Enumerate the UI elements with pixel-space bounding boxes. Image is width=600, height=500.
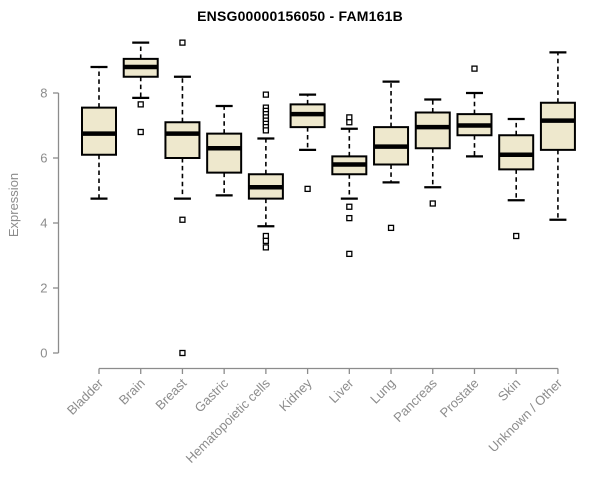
outlier-point — [137, 101, 144, 108]
outlier-point — [262, 237, 270, 245]
box-rect — [498, 134, 535, 171]
x-category-label: Breast — [152, 375, 189, 412]
box-rect — [539, 101, 576, 151]
y-axis-tick-label: 0 — [40, 346, 47, 361]
y-axis-tick-label: 8 — [40, 86, 47, 101]
outlier-point — [179, 39, 186, 46]
outlier-point — [262, 91, 270, 98]
boxplot-group — [81, 65, 117, 200]
x-category-label: Skin — [495, 376, 523, 404]
outlier-point — [429, 200, 436, 207]
boxplot-group — [539, 51, 576, 221]
x-category-label: Lung — [367, 376, 398, 407]
boxplot-group — [498, 117, 535, 240]
x-category-label: Bladder — [64, 375, 107, 418]
boxplot-group — [289, 93, 326, 193]
boxplot-group — [206, 104, 243, 197]
outlier-point — [346, 119, 353, 126]
outlier-point — [179, 349, 186, 357]
boxplot-group — [373, 80, 410, 232]
boxplot-group — [122, 41, 159, 136]
outlier-point — [304, 185, 311, 193]
outlier-point — [346, 250, 353, 258]
y-axis-tick-label: 6 — [40, 151, 47, 166]
box-rect — [81, 106, 117, 156]
boxplot-group — [331, 114, 368, 258]
boxplot-group — [456, 65, 493, 158]
box-rect — [206, 132, 243, 174]
outlier-point — [262, 244, 270, 251]
x-category-label: Liver — [326, 375, 357, 406]
boxplot-group — [414, 98, 451, 207]
x-category-label: Gastric — [192, 375, 232, 415]
x-category-label: Pancreas — [390, 375, 440, 425]
x-category-label: Kidney — [276, 375, 315, 414]
y-axis-tick-label: 2 — [40, 281, 47, 296]
outlier-point — [137, 128, 144, 136]
outlier-point — [387, 224, 395, 232]
outlier-point — [179, 216, 186, 223]
box-rect — [414, 111, 451, 150]
outlier-point — [513, 232, 520, 240]
x-category-label: Brain — [116, 376, 148, 408]
outlier-point — [346, 203, 353, 210]
box-rect — [164, 121, 201, 159]
outlier-point — [262, 127, 270, 134]
x-category-label: Unknown / Other — [485, 375, 565, 455]
x-category-label: Prostate — [437, 376, 482, 421]
outlier-point — [346, 214, 353, 222]
outlier-point — [471, 65, 478, 72]
chart-title: ENSG00000156050 - FAM161B — [197, 8, 403, 24]
boxplot-group — [247, 91, 284, 251]
y-axis-tick-label: 4 — [40, 216, 47, 231]
boxplot-group — [164, 39, 201, 357]
